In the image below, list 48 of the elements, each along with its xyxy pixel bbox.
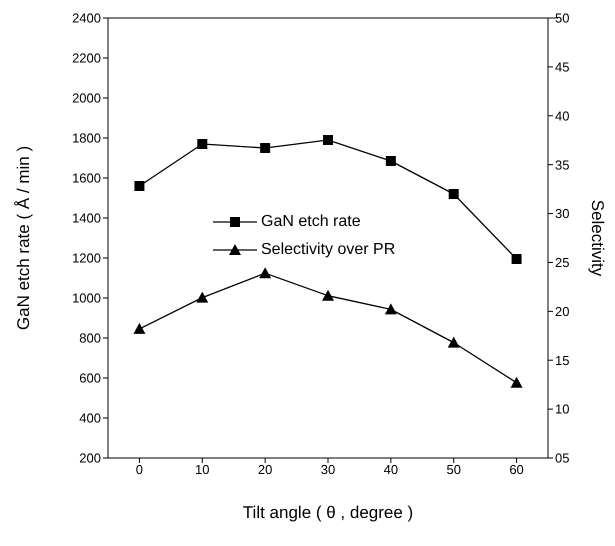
point: [259, 267, 272, 278]
legend-label: GaN etch rate: [261, 213, 361, 231]
y2-tick-label: 25: [555, 255, 570, 270]
x-tick-label: 20: [258, 462, 272, 478]
x-axis-title: Tilt angle ( θ , degree ): [242, 503, 414, 522]
y-tick-label: 2000: [72, 90, 101, 106]
point: [323, 135, 333, 145]
y-tick-label: 1800: [72, 130, 101, 146]
point: [134, 181, 144, 191]
y-tick-label: 2200: [72, 50, 101, 66]
point: [448, 336, 460, 348]
y2-tick-label: 35: [555, 157, 570, 172]
y2-tick-label: 30: [555, 206, 570, 222]
legend-label: Selectivity over PR: [261, 241, 396, 259]
point: [322, 290, 334, 301]
x-tick-label: 0: [136, 462, 144, 478]
y-tick-label: 1600: [72, 170, 101, 186]
x-tick-label: 50: [446, 462, 461, 478]
point: [448, 189, 459, 199]
point: [510, 376, 523, 388]
point: [197, 139, 208, 149]
x-tick-label: 60: [509, 462, 524, 478]
y2-tick-label: 05: [555, 450, 570, 466]
y2-tick-label: 45: [555, 60, 570, 75]
y-tick-label: 400: [79, 410, 101, 426]
point: [512, 254, 522, 264]
y2-tick-label: 50: [555, 10, 570, 26]
y2-tick-label: 10: [555, 402, 570, 417]
y2-tick-label: 20: [555, 304, 570, 319]
point: [133, 322, 146, 334]
y-tick-label: 800: [79, 330, 101, 346]
y2-tick-label: 40: [555, 108, 570, 124]
point: [196, 292, 208, 303]
y-axis-title: GaN etch rate ( Å / min ): [14, 146, 34, 330]
y-tick-label: 1400: [72, 210, 101, 226]
y-tick-label: 1200: [72, 250, 101, 266]
y-tick-label: 1000: [72, 290, 101, 306]
y-tick-label: 200: [79, 450, 101, 466]
y-tick-label: 2400: [72, 10, 101, 26]
x-tick-label: 40: [384, 462, 398, 478]
point: [260, 143, 270, 153]
x-tick-label: 10: [195, 462, 210, 478]
y-tick-label: 600: [79, 370, 101, 386]
x-tick-label: 30: [320, 462, 336, 478]
point: [384, 303, 397, 314]
y2-axis-title: Selectivity: [588, 200, 607, 277]
point: [386, 156, 396, 166]
y2-tick-label: 15: [555, 352, 570, 368]
